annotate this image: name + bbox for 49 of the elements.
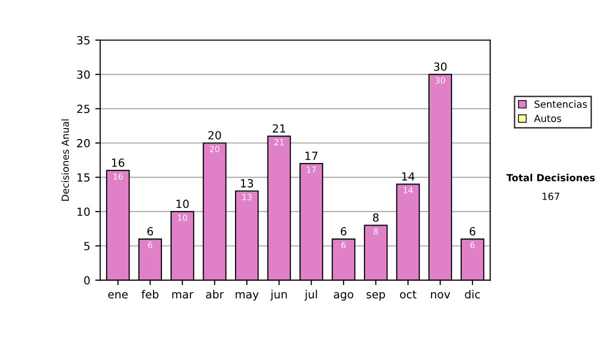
y-tick-label: 5 — [84, 242, 90, 250]
y-tick-label: 20 — [77, 138, 90, 148]
data-label: 6 — [470, 242, 475, 248]
data-label: 8 — [374, 228, 378, 234]
x-tick-label: feb — [142, 290, 158, 298]
y-tick-label: 35 — [77, 36, 90, 44]
total-label: 6 — [470, 227, 476, 236]
data-label: 14 — [404, 187, 413, 194]
data-label: 20 — [210, 146, 220, 152]
total-label: 21 — [272, 124, 286, 132]
y-tick-label: 10 — [78, 208, 90, 216]
x-tick-label: jul — [304, 290, 317, 301]
data-label: 6 — [341, 242, 346, 248]
data-label: 13 — [242, 194, 252, 200]
x-tick-label: sep — [366, 292, 386, 301]
total-label: 13 — [241, 179, 254, 188]
y-tick-label: 30 — [77, 70, 90, 79]
x-tick-label: nov — [431, 292, 450, 298]
data-label: 10 — [178, 214, 188, 221]
data-label: 6 — [148, 242, 152, 248]
total-label: 30 — [434, 62, 447, 71]
y-axis-title: Decisiones Anual — [61, 119, 69, 201]
x-tick-label: abr — [206, 290, 224, 298]
x-tick-label: dic — [464, 290, 480, 298]
total-label: 20 — [208, 131, 221, 140]
total-label: 8 — [372, 213, 379, 222]
data-label: 16 — [114, 173, 123, 180]
total-label: 6 — [147, 227, 153, 236]
data-label: 30 — [436, 77, 445, 84]
text: 167 — [542, 192, 560, 200]
total-label: 10 — [176, 200, 189, 208]
text: Total Decisiones — [506, 174, 595, 182]
x-tick-label: may — [236, 292, 259, 301]
data-label: 17 — [306, 166, 316, 173]
total-label: 6 — [340, 227, 346, 236]
x-tick-label: jun — [270, 290, 287, 301]
x-tick-label: mar — [172, 292, 194, 298]
total-label: 17 — [305, 152, 318, 160]
total-label: 14 — [402, 172, 414, 180]
x-tick-label: oct — [400, 290, 416, 298]
x-tick-label: ago — [334, 292, 354, 301]
y-tick-label: 0 — [84, 276, 90, 285]
legend-label: Sentencias — [534, 100, 587, 108]
data-label: 21 — [274, 139, 284, 146]
y-tick-label: 15 — [78, 173, 90, 182]
total-label: 16 — [112, 158, 124, 167]
x-tick-label: ene — [108, 292, 128, 298]
y-tick-label: 25 — [77, 104, 90, 114]
legend-label: Autos — [534, 114, 562, 122]
